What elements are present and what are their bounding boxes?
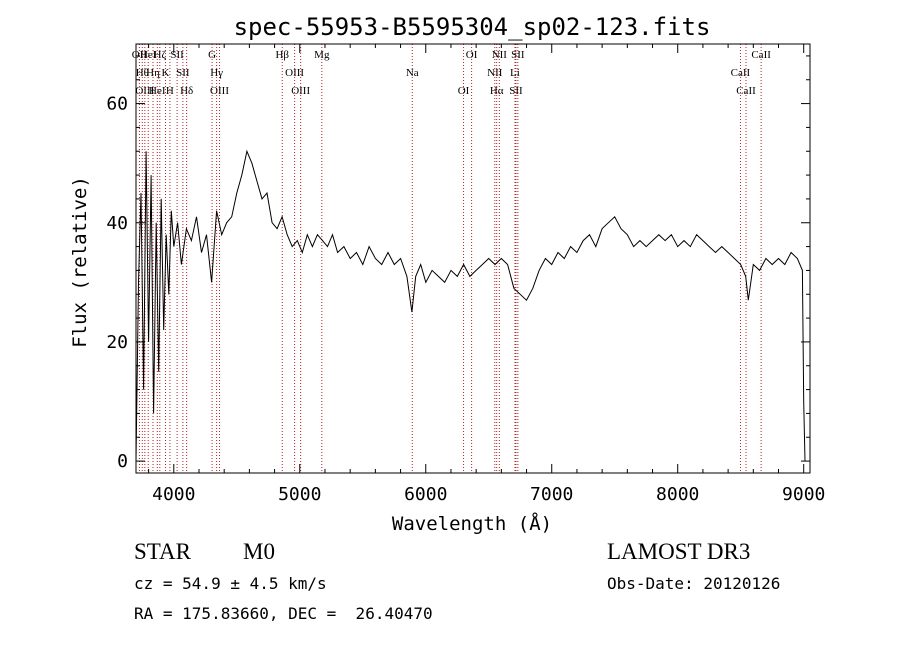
y-tick-label: 60 <box>106 94 128 115</box>
y-tick-label: 20 <box>106 332 128 353</box>
line-label: SII <box>511 49 525 61</box>
line-label: HeI <box>140 49 157 61</box>
object-subclass: M0 <box>243 539 275 564</box>
x-axis-label: Wavelength (Å) <box>392 512 552 535</box>
x-tick-label: 6000 <box>404 484 447 505</box>
y-axis-label: Flux (relative) <box>69 176 91 348</box>
line-label: NII <box>487 67 503 79</box>
redshift-velocity: cz = 54.9 ± 4.5 km/s <box>134 574 327 593</box>
line-label: OIII <box>291 85 310 97</box>
line-label: Li <box>510 67 520 79</box>
line-label: K <box>162 67 170 79</box>
x-axis-ticks: 4000 5000 6000 7000 8000 9000 <box>148 44 825 505</box>
line-label: SII <box>509 85 523 97</box>
emission-line-labels: OIIHθOIIIHeIHηHeIHζKHSIISIIHδGHγOIIIHβOI… <box>132 49 771 97</box>
line-label: OIII <box>135 85 154 97</box>
line-label: G <box>208 49 216 61</box>
object-class: STAR <box>134 539 191 564</box>
line-label: OIII <box>210 85 229 97</box>
line-label: Hγ <box>210 67 223 79</box>
flux-line <box>135 149 806 462</box>
line-label: Hθ <box>136 67 149 79</box>
line-label: SII <box>170 49 184 61</box>
line-label: HeI <box>149 85 166 97</box>
line-label: OIII <box>285 67 304 79</box>
x-tick-label: 9000 <box>782 484 825 505</box>
line-label: CaII <box>731 67 751 79</box>
plot-frame <box>135 43 811 474</box>
x-tick-label: 8000 <box>656 484 699 505</box>
chart-title: spec-55953-B5595304_sp02-123.fits <box>234 13 711 41</box>
line-label: Mg <box>314 49 330 61</box>
line-label: CaII <box>751 49 771 61</box>
x-tick-label: 7000 <box>530 484 573 505</box>
spectrum-series <box>135 149 806 462</box>
emission-line-markers <box>138 44 762 473</box>
coordinates: RA = 175.83660, DEC = 26.40470 <box>134 604 433 623</box>
line-label: Hζ <box>154 49 167 61</box>
y-tick-label: 0 <box>117 451 128 472</box>
line-label: OI <box>458 85 470 97</box>
line-label: NII <box>492 49 508 61</box>
y-tick-label: 40 <box>106 213 128 234</box>
survey-name: LAMOST DR3 <box>607 539 751 564</box>
line-label: Hδ <box>180 85 193 97</box>
observation-date: Obs-Date: 20120126 <box>607 574 781 593</box>
line-label: Hβ <box>275 49 289 61</box>
line-label: Hη <box>146 67 160 79</box>
x-tick-label: 5000 <box>278 484 321 505</box>
line-label: Hα <box>490 85 504 97</box>
line-label: H <box>166 85 174 97</box>
y-axis-ticks: 0 20 40 60 <box>106 55 810 472</box>
line-label: CaII <box>736 85 756 97</box>
x-tick-label: 4000 <box>152 484 195 505</box>
line-label: Na <box>406 67 419 79</box>
line-label: OI <box>466 49 478 61</box>
line-label: SII <box>176 67 190 79</box>
